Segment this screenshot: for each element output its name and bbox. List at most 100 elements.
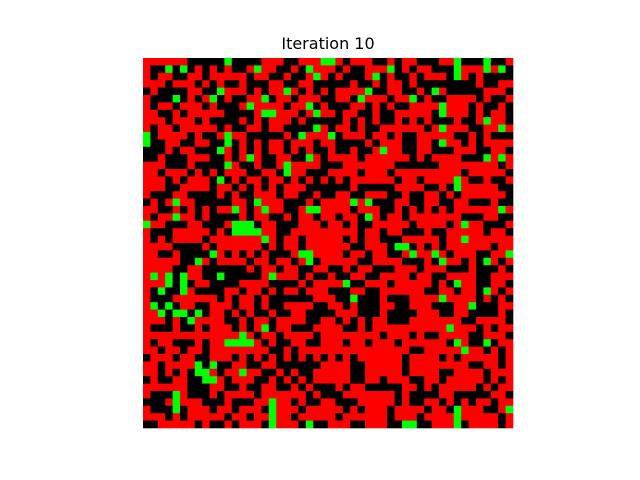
heatmap-cell bbox=[490, 109, 499, 118]
heatmap-cell bbox=[505, 243, 514, 251]
heatmap-cell bbox=[416, 376, 425, 384]
heatmap-cell bbox=[505, 272, 514, 281]
heatmap-cell bbox=[276, 124, 284, 133]
heatmap-cell bbox=[187, 102, 196, 111]
heatmap-cell bbox=[320, 243, 329, 251]
heatmap-cell bbox=[350, 95, 358, 103]
heatmap-cell bbox=[394, 280, 403, 288]
heatmap-cell bbox=[246, 87, 255, 96]
heatmap-cell bbox=[505, 154, 514, 162]
heatmap-cell bbox=[439, 176, 447, 185]
heatmap-cell bbox=[217, 191, 225, 199]
heatmap-cell bbox=[305, 294, 314, 303]
heatmap-cell bbox=[372, 405, 381, 414]
heatmap-cell bbox=[172, 228, 181, 236]
heatmap-cell bbox=[402, 354, 410, 362]
heatmap-cell bbox=[217, 339, 225, 347]
heatmap-cell bbox=[283, 413, 292, 421]
heatmap-cell bbox=[313, 287, 321, 296]
heatmap-cell bbox=[342, 309, 351, 318]
heatmap-cell bbox=[298, 287, 307, 296]
heatmap-cell bbox=[261, 361, 270, 370]
heatmap-cell bbox=[387, 317, 395, 325]
heatmap-cell bbox=[490, 235, 499, 244]
heatmap-cell bbox=[446, 405, 455, 414]
heatmap-cell bbox=[261, 102, 270, 111]
heatmap-cell bbox=[150, 102, 159, 111]
heatmap-cell bbox=[424, 272, 432, 281]
heatmap-cell bbox=[254, 317, 262, 325]
heatmap-cell bbox=[357, 198, 366, 207]
heatmap-cell bbox=[409, 398, 418, 407]
heatmap-cell bbox=[342, 235, 351, 244]
heatmap-cell bbox=[254, 383, 262, 392]
heatmap-cell bbox=[476, 146, 484, 155]
heatmap-cell bbox=[342, 109, 351, 118]
heatmap-cell bbox=[372, 317, 381, 325]
heatmap-cell bbox=[320, 250, 329, 259]
heatmap-cell bbox=[150, 413, 159, 421]
heatmap-cell bbox=[453, 183, 462, 192]
heatmap-cell bbox=[409, 272, 418, 281]
heatmap-cell bbox=[498, 198, 506, 207]
heatmap-cell bbox=[365, 220, 373, 229]
heatmap-cell bbox=[291, 265, 299, 273]
heatmap-cell bbox=[150, 65, 159, 74]
heatmap-cell bbox=[231, 257, 240, 266]
heatmap-cell bbox=[298, 109, 307, 118]
heatmap-cell bbox=[320, 280, 329, 288]
heatmap-cell bbox=[505, 65, 514, 74]
heatmap-cell bbox=[283, 346, 292, 355]
heatmap-cell bbox=[431, 95, 440, 103]
heatmap-cell bbox=[291, 117, 299, 125]
heatmap-cell bbox=[335, 102, 344, 111]
heatmap-cell bbox=[261, 376, 270, 384]
heatmap-cell bbox=[150, 376, 159, 384]
heatmap-cell bbox=[357, 391, 366, 399]
heatmap-cell bbox=[379, 272, 388, 281]
heatmap-cell bbox=[157, 243, 166, 251]
heatmap-cell bbox=[394, 191, 403, 199]
heatmap-cell bbox=[298, 146, 307, 155]
heatmap-cell bbox=[409, 65, 418, 74]
heatmap-cell bbox=[305, 265, 314, 273]
heatmap-cell bbox=[298, 176, 307, 185]
heatmap-cell bbox=[328, 331, 336, 340]
heatmap-cell bbox=[239, 368, 247, 377]
heatmap-cell bbox=[246, 213, 255, 222]
heatmap-cell bbox=[194, 294, 203, 303]
heatmap-cell bbox=[268, 339, 277, 347]
heatmap-cell bbox=[365, 243, 373, 251]
heatmap-cell bbox=[239, 257, 247, 266]
heatmap-cell bbox=[505, 109, 514, 118]
heatmap-cell bbox=[335, 169, 344, 177]
heatmap-cell bbox=[320, 95, 329, 103]
heatmap-cell bbox=[335, 354, 344, 362]
heatmap-cell bbox=[165, 80, 173, 88]
heatmap-cell bbox=[424, 354, 432, 362]
heatmap-cell bbox=[424, 250, 432, 259]
heatmap-cell bbox=[143, 154, 151, 162]
heatmap-cell bbox=[246, 176, 255, 185]
heatmap-cell bbox=[431, 235, 440, 244]
heatmap-cell bbox=[239, 265, 247, 273]
heatmap-cell bbox=[231, 317, 240, 325]
heatmap-cell bbox=[394, 243, 403, 251]
heatmap-cell bbox=[461, 87, 469, 96]
heatmap-cell bbox=[246, 243, 255, 251]
heatmap-cell bbox=[313, 302, 321, 310]
heatmap-cell bbox=[291, 383, 299, 392]
heatmap-cell bbox=[409, 72, 418, 81]
heatmap-cell bbox=[224, 176, 233, 185]
heatmap-cell bbox=[224, 294, 233, 303]
heatmap-cell bbox=[143, 376, 151, 384]
heatmap-cell bbox=[305, 198, 314, 207]
heatmap-cell bbox=[224, 257, 233, 266]
heatmap-cell bbox=[143, 309, 151, 318]
heatmap-cell bbox=[231, 391, 240, 399]
heatmap-cell bbox=[143, 361, 151, 370]
heatmap-cell bbox=[424, 72, 432, 81]
heatmap-cell bbox=[409, 243, 418, 251]
heatmap-cell bbox=[172, 87, 181, 96]
heatmap-cell bbox=[387, 376, 395, 384]
